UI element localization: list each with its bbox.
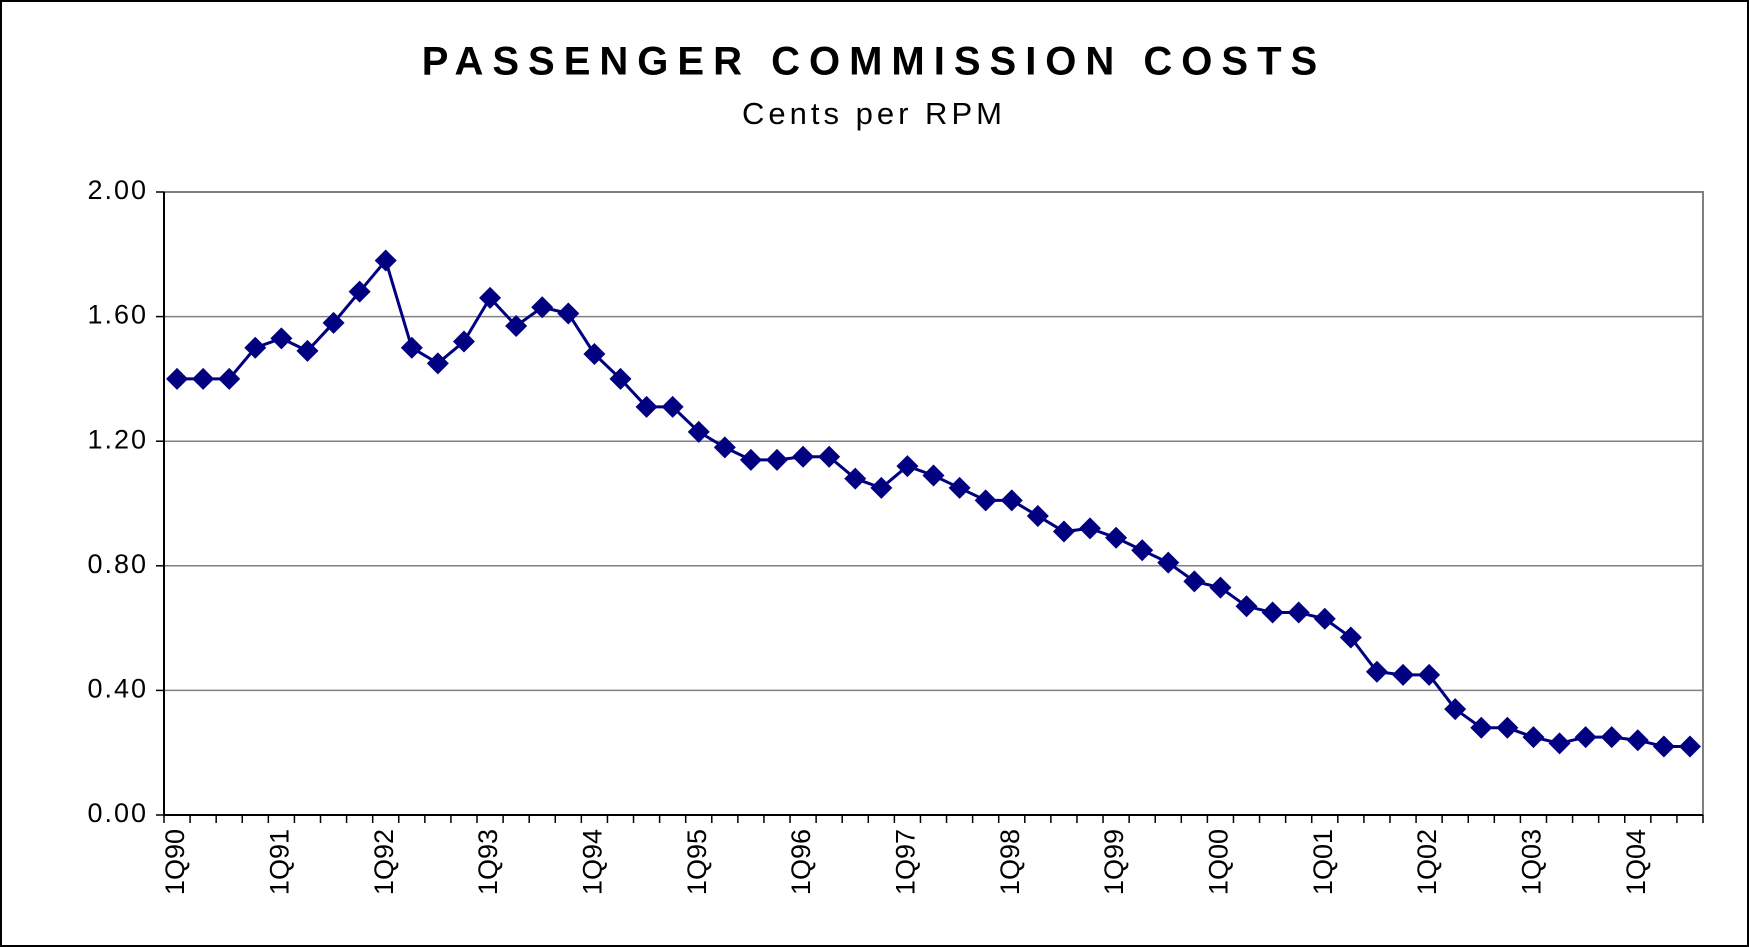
data-point (739, 448, 762, 471)
data-point (1678, 735, 1701, 758)
data-point (687, 420, 710, 443)
data-point (348, 280, 371, 303)
data-point (218, 367, 241, 390)
data-point (1652, 735, 1675, 758)
data-point (713, 436, 736, 459)
data-point (1052, 520, 1075, 543)
data-point (922, 464, 945, 487)
data-point (1339, 626, 1362, 649)
x-tick-label: 1Q96 (786, 829, 816, 895)
data-point (1183, 570, 1206, 593)
data-point (1470, 716, 1493, 739)
data-point (1392, 663, 1415, 686)
data-point (244, 336, 267, 359)
x-tick-label: 1Q95 (682, 829, 712, 895)
y-tick-label: 0.00 (87, 798, 148, 828)
data-point (557, 302, 580, 325)
data-point (1365, 660, 1388, 683)
data-point (1313, 607, 1336, 630)
data-point (818, 445, 841, 468)
x-tick-label: 1Q99 (1099, 829, 1129, 895)
data-point (426, 352, 449, 375)
x-tick-label: 1Q01 (1308, 829, 1338, 895)
x-tick-label: 1Q94 (578, 829, 608, 895)
data-point (870, 476, 893, 499)
data-point (1000, 489, 1023, 512)
data-point (400, 336, 423, 359)
data-point (1548, 732, 1571, 755)
y-tick-label: 1.20 (87, 424, 148, 454)
data-point (1079, 517, 1102, 540)
data-point (1209, 576, 1232, 599)
y-tick-label: 2.00 (87, 175, 148, 205)
data-point (844, 467, 867, 490)
x-tick-label: 1Q00 (1204, 829, 1234, 895)
y-tick-label: 0.80 (87, 549, 148, 579)
x-tick-label: 1Q02 (1412, 829, 1442, 895)
data-point (1026, 504, 1049, 527)
data-point (1444, 698, 1467, 721)
data-point (1600, 726, 1623, 749)
data-point (974, 489, 997, 512)
x-tick-label: 1Q91 (265, 829, 295, 895)
data-point (948, 476, 971, 499)
x-tick-label: 1Q04 (1621, 829, 1651, 895)
data-point (531, 296, 554, 319)
x-tick-label: 1Q03 (1517, 829, 1547, 895)
data-point (270, 327, 293, 350)
data-point (765, 448, 788, 471)
data-point (452, 330, 475, 353)
data-point (896, 455, 919, 478)
data-point (505, 314, 528, 337)
data-point (792, 445, 815, 468)
x-tick-label: 1Q90 (160, 829, 190, 895)
data-point (1496, 716, 1519, 739)
data-point (1574, 726, 1597, 749)
data-point (1522, 726, 1545, 749)
data-point (1105, 526, 1128, 549)
x-tick-label: 1Q93 (473, 829, 503, 895)
data-point (661, 395, 684, 418)
data-point (479, 286, 502, 309)
y-tick-label: 0.40 (87, 674, 148, 704)
data-point (1131, 539, 1154, 562)
y-tick-label: 1.60 (87, 300, 148, 330)
data-point (1418, 663, 1441, 686)
x-tick-label: 1Q98 (995, 829, 1025, 895)
data-point (374, 249, 397, 272)
chart-subtitle: Cents per RPM (742, 96, 1006, 131)
data-point (1626, 729, 1649, 752)
data-point (296, 339, 319, 362)
data-point (322, 311, 345, 334)
chart-title: PASSENGER COMMISSION COSTS (422, 40, 1326, 84)
x-tick-label: 1Q92 (369, 829, 399, 895)
data-point (1235, 595, 1258, 618)
data-point (1157, 551, 1180, 574)
data-point (609, 367, 632, 390)
data-point (166, 367, 189, 390)
data-point (1287, 601, 1310, 624)
data-point (635, 395, 658, 418)
data-point (583, 342, 606, 365)
x-tick-label: 1Q97 (891, 829, 921, 895)
data-point (1261, 601, 1284, 624)
data-point (192, 367, 215, 390)
